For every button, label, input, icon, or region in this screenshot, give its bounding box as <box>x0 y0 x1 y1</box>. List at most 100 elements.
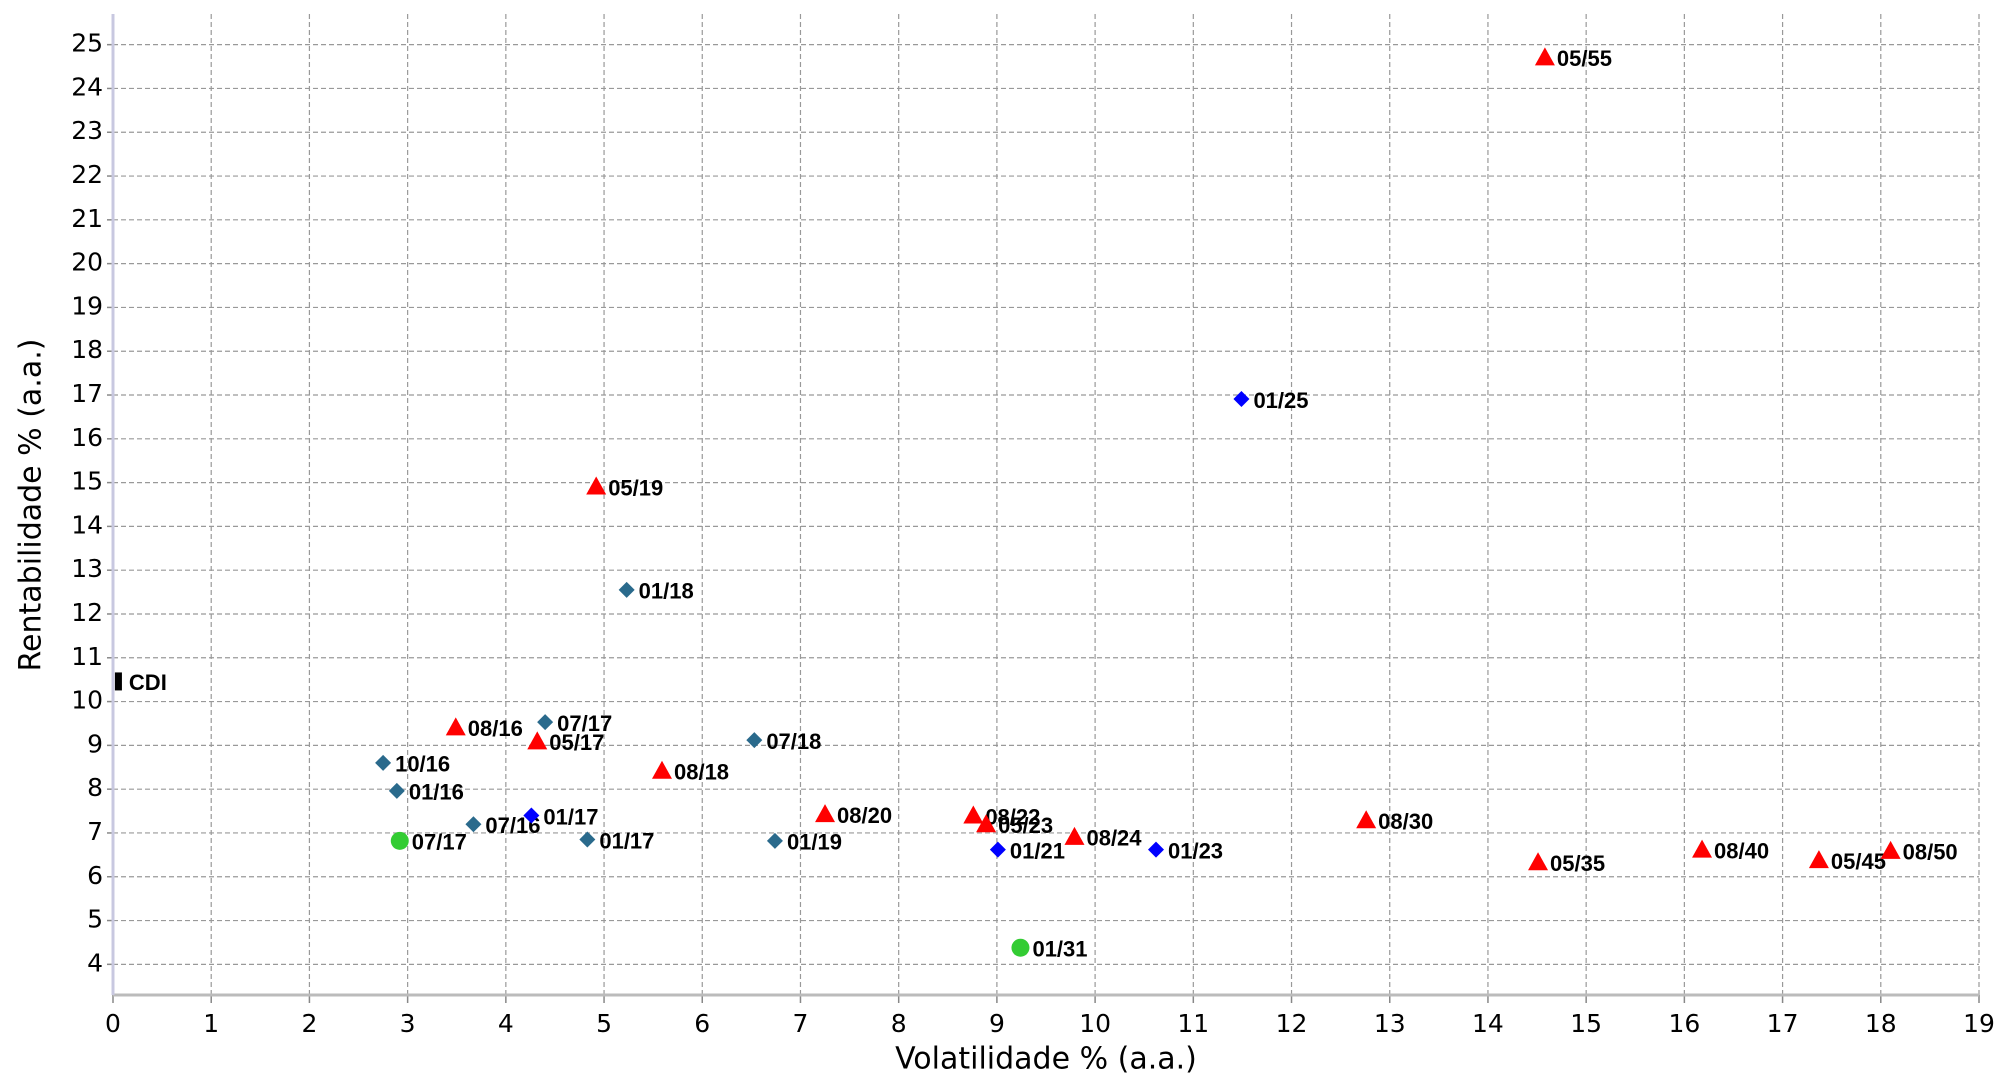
y-tick-label: 24 <box>71 72 103 101</box>
y-tick-label: 5 <box>87 905 103 934</box>
point <box>651 760 672 779</box>
y-tick-label: 8 <box>87 773 103 802</box>
point <box>527 731 548 750</box>
y-tick-label: 6 <box>87 861 103 890</box>
point <box>1528 852 1549 871</box>
x-tick-label: 5 <box>596 1009 612 1038</box>
point-label: 05/19 <box>608 475 663 500</box>
x-tick-label: 17 <box>1767 1009 1799 1038</box>
point-label: 07/18 <box>766 729 821 754</box>
point-label: 01/16 <box>409 780 464 805</box>
y-tick-label: 21 <box>71 204 103 233</box>
x-tick-label: 14 <box>1472 1009 1504 1038</box>
point <box>963 805 984 824</box>
y-tick-label: 20 <box>71 248 103 277</box>
y-tick-label: 15 <box>71 467 103 496</box>
point <box>1534 47 1555 66</box>
point <box>375 754 392 771</box>
point <box>1064 826 1085 845</box>
point <box>586 476 607 495</box>
point <box>579 831 596 848</box>
point <box>1808 850 1829 869</box>
y-tick-label: 17 <box>71 379 103 408</box>
x-tick-label: 7 <box>793 1009 809 1038</box>
point <box>114 672 122 691</box>
y-tick-label: 9 <box>87 729 103 758</box>
point-label: 08/16 <box>468 716 523 741</box>
point-label: 01/19 <box>787 830 842 855</box>
point <box>1880 840 1901 859</box>
y-tick-label: 25 <box>71 29 103 58</box>
x-tick-label: 16 <box>1668 1009 1700 1038</box>
point-label: 05/23 <box>998 813 1053 838</box>
point <box>1147 841 1164 858</box>
y-tick-label: 22 <box>71 160 103 189</box>
point <box>1692 839 1713 858</box>
point <box>465 816 482 833</box>
point-label: 10/16 <box>395 752 450 777</box>
point-label: 05/45 <box>1831 849 1886 874</box>
x-tick-label: 6 <box>694 1009 710 1038</box>
x-tick-label: 15 <box>1570 1009 1602 1038</box>
x-tick-label: 8 <box>891 1009 907 1038</box>
point <box>390 831 409 850</box>
point-label: 08/24 <box>1086 826 1142 851</box>
x-tick-label: 12 <box>1276 1009 1308 1038</box>
x-tick-label: 10 <box>1079 1009 1111 1038</box>
point-label: 07/17 <box>412 830 467 855</box>
point-label: 08/18 <box>674 760 729 785</box>
point <box>1233 390 1250 407</box>
x-tick-label: 11 <box>1177 1009 1209 1038</box>
point-label: 01/18 <box>639 579 694 604</box>
y-tick-label: 19 <box>71 291 103 320</box>
y-tick-label: 12 <box>71 598 103 627</box>
y-tick-label: 16 <box>71 423 103 452</box>
point-label: 08/50 <box>1903 840 1958 865</box>
y-tick-label: 13 <box>71 554 103 583</box>
point <box>976 814 997 833</box>
x-tick-label: 2 <box>301 1009 317 1038</box>
point-label: 08/22 <box>985 804 1040 829</box>
x-tick-label: 18 <box>1865 1009 1897 1038</box>
point <box>388 782 405 799</box>
point-label: 01/21 <box>1010 838 1065 863</box>
y-tick-label: 23 <box>71 116 103 145</box>
y-tick-label: 4 <box>87 948 103 977</box>
point-label: 01/17 <box>599 828 654 853</box>
point <box>746 732 763 749</box>
point-label: 08/30 <box>1378 809 1433 834</box>
point-label: 08/40 <box>1714 838 1769 863</box>
x-tick-label: 1 <box>203 1009 219 1038</box>
point-label: 05/55 <box>1557 46 1612 71</box>
point <box>537 714 554 731</box>
point <box>766 832 783 849</box>
x-axis-title: Volatilidade % (a.a.) <box>895 1042 1197 1077</box>
y-tick-label: 7 <box>87 817 103 846</box>
y-tick-label: 18 <box>71 335 103 364</box>
x-tick-label: 19 <box>1963 1009 1995 1038</box>
point <box>1011 938 1030 957</box>
point <box>523 807 540 824</box>
x-tick-label: 13 <box>1374 1009 1406 1038</box>
point-label: 05/35 <box>1550 851 1605 876</box>
y-tick-label: 10 <box>71 686 103 715</box>
point-label: 05/17 <box>549 730 604 755</box>
x-tick-label: 9 <box>989 1009 1005 1038</box>
point <box>445 717 466 736</box>
point-label: 01/17 <box>543 804 598 829</box>
point <box>618 581 635 598</box>
point-label: CDI <box>129 670 167 695</box>
point-label: 01/25 <box>1253 388 1308 413</box>
point-label: 08/20 <box>837 803 892 828</box>
point-label: 01/31 <box>1032 937 1087 962</box>
point-label: 07/17 <box>557 711 612 736</box>
x-tick-label: 3 <box>400 1009 416 1038</box>
y-tick-label: 14 <box>71 510 103 539</box>
point <box>989 841 1006 858</box>
x-tick-label: 4 <box>498 1009 514 1038</box>
point <box>815 804 836 823</box>
x-tick-label: 0 <box>105 1009 121 1038</box>
y-axis-title: Rentabilidade % (a.a.) <box>14 339 49 672</box>
point-label: 01/23 <box>1168 838 1223 863</box>
